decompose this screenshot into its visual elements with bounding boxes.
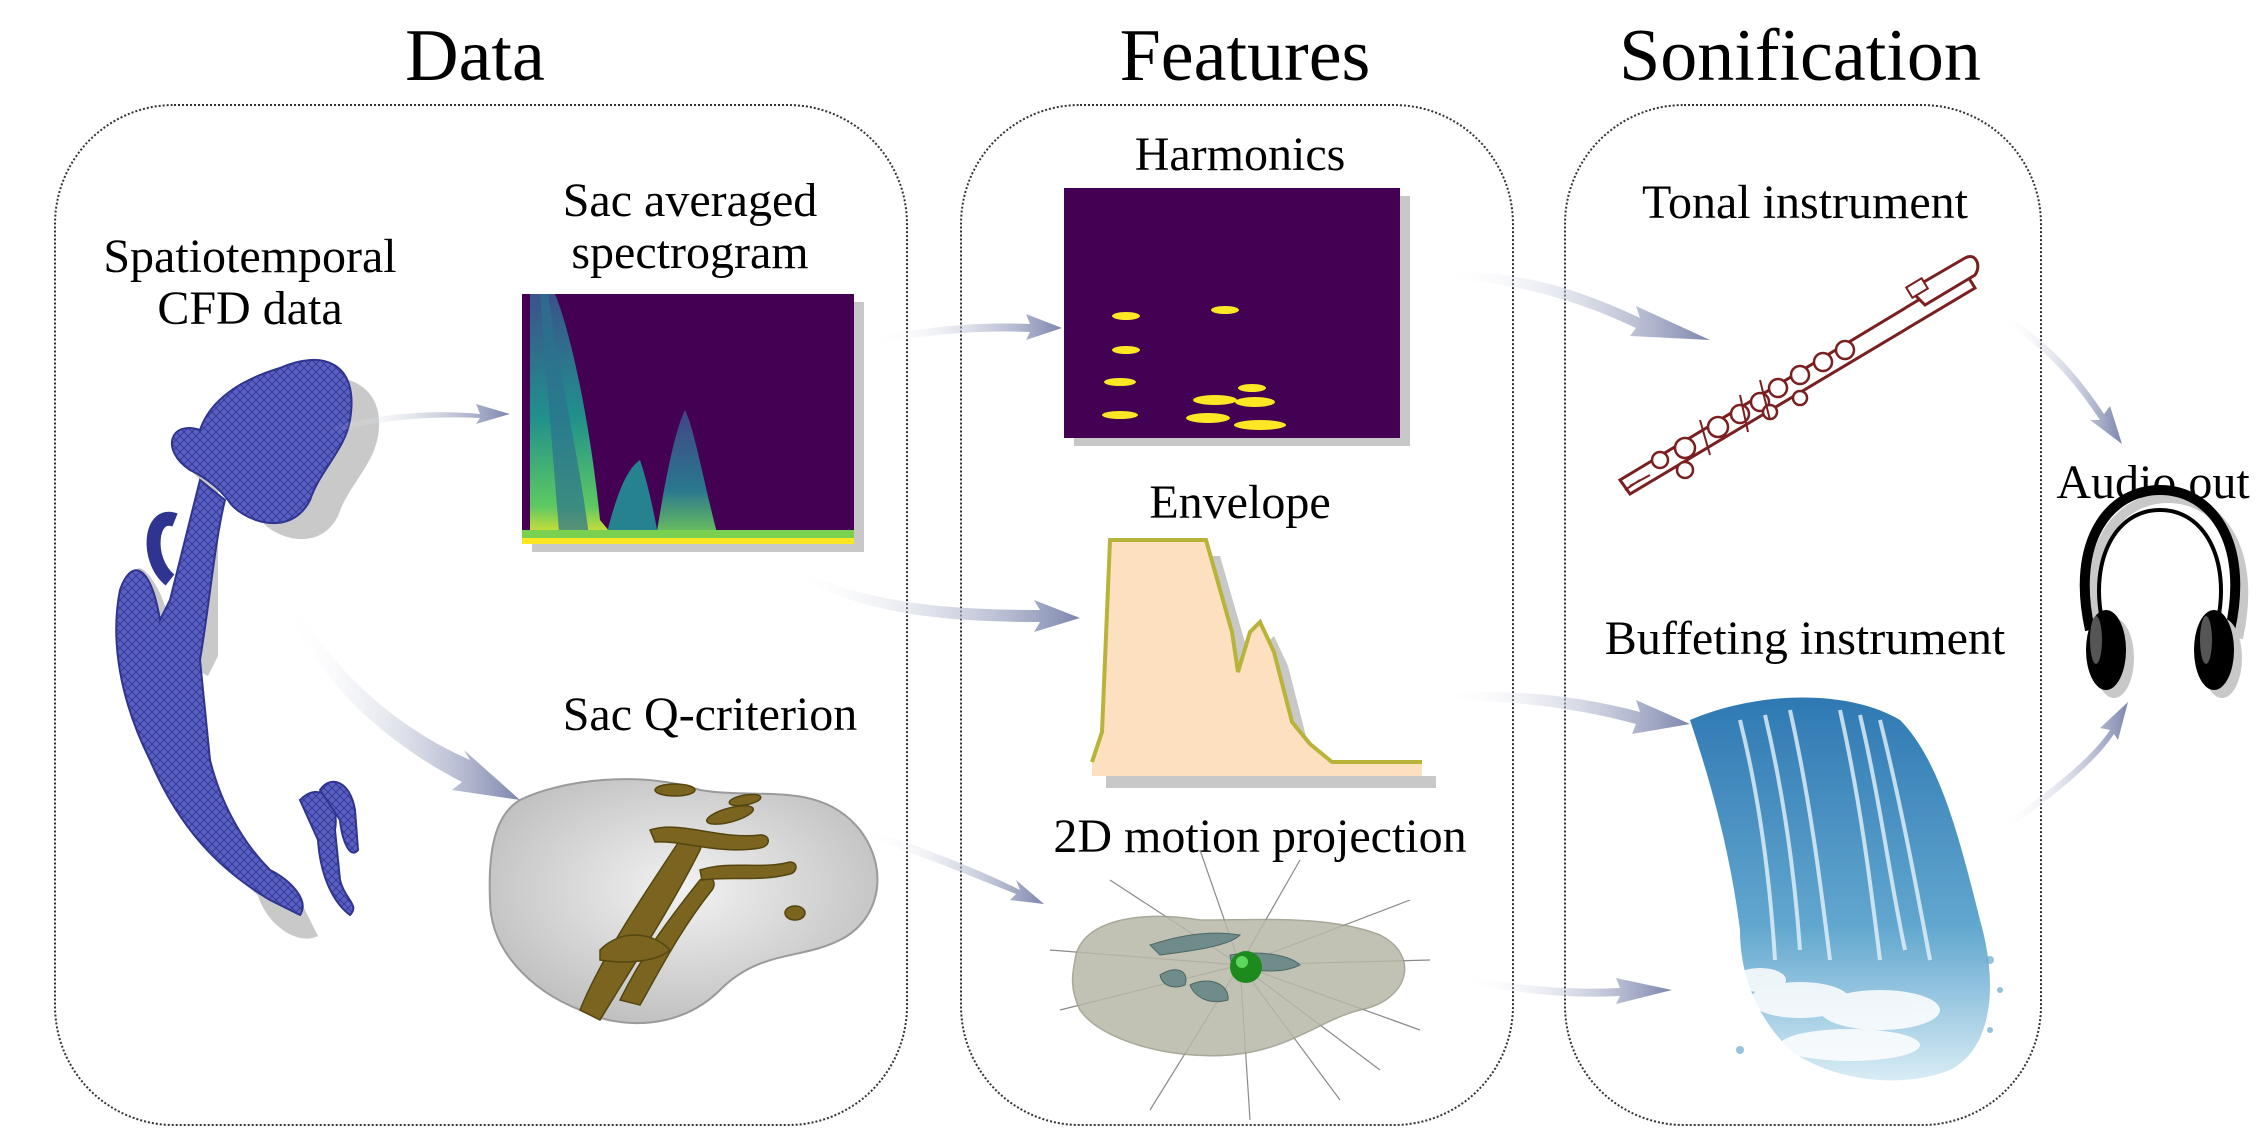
arrow-tonal-to-audio — [2000, 314, 2122, 444]
features-title: Features — [1119, 15, 1371, 97]
spectrogram-label-line1: Sac averaged — [562, 174, 818, 227]
harmonics-label: Harmonics — [1134, 128, 1346, 181]
data-panel — [54, 104, 908, 1126]
arrow-spectrogram-to-envelope — [786, 566, 1080, 632]
motion-label: 2D motion projection — [1053, 810, 1467, 863]
arrow-spectrogram-to-harmonics — [870, 314, 1062, 346]
envelope-image — [1090, 538, 1436, 788]
envelope-label: Envelope — [1149, 476, 1331, 529]
arrow-motion-to-buffeting — [1460, 974, 1672, 1004]
flow-arrows — [284, 271, 2128, 1004]
flute-icon — [1617, 255, 1980, 496]
sonification-title: Sonification — [1619, 15, 1981, 97]
arrow-qcriterion-to-motion — [866, 830, 1044, 904]
aneurysm-mesh-icon — [115, 358, 380, 939]
qcriterion-label: Sac Q-criterion — [562, 688, 858, 741]
waterfall-icon — [1690, 697, 2003, 1081]
arrow-harmonics-to-tonal — [1440, 271, 1710, 340]
buffeting-label: Buffeting instrument — [1604, 612, 2006, 665]
sonification-panel — [1564, 104, 2042, 1126]
data-title: Data — [405, 15, 545, 97]
headphones-icon — [2079, 484, 2249, 698]
cfd-label-line1: Spatiotemporal — [103, 230, 397, 283]
tonal-label: Tonal instrument — [1642, 176, 1968, 229]
motion-projection-image — [1049, 849, 1431, 1121]
arrow-buffeting-to-audio — [2000, 702, 2128, 832]
qcriterion-image — [488, 778, 879, 1025]
arrow-cfd-to-qcriterion — [284, 600, 520, 800]
arrow-envelope-to-buffeting — [1440, 692, 1690, 734]
harmonics-image — [1064, 188, 1410, 446]
cfd-label-line2: CFD data — [157, 282, 343, 335]
spectrogram-label-line2: spectrogram — [571, 226, 809, 279]
spectrogram-image — [522, 294, 864, 552]
